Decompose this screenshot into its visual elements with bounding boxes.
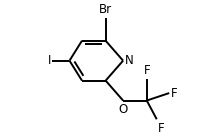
- Text: F: F: [143, 64, 150, 77]
- Text: I: I: [48, 54, 51, 67]
- Text: F: F: [158, 122, 165, 135]
- Text: O: O: [118, 103, 128, 116]
- Text: N: N: [125, 54, 134, 67]
- Text: Br: Br: [99, 3, 112, 16]
- Text: F: F: [170, 87, 177, 99]
